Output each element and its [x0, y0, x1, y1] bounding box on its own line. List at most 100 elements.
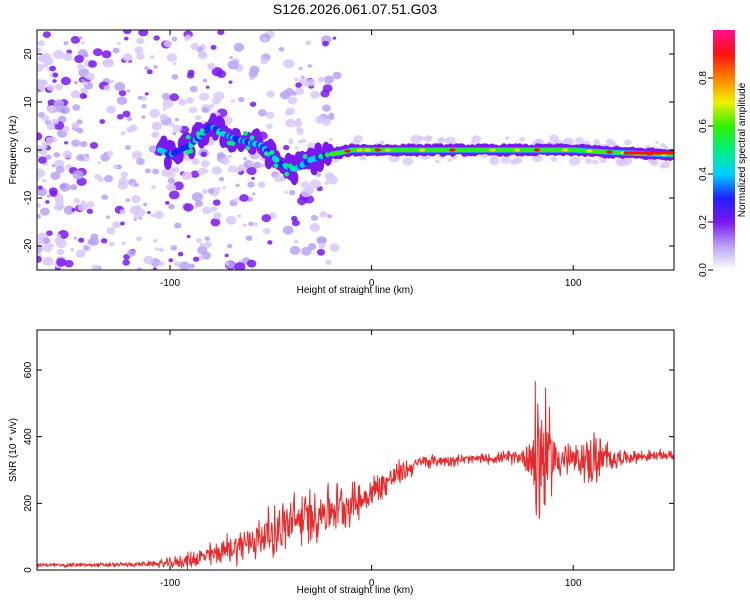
- spectrogram-bright-spot: [318, 154, 323, 159]
- colorbar-strip: [713, 30, 735, 270]
- spectrogram-noise-blob: [56, 248, 65, 256]
- spectrogram-noise-blob: [207, 188, 215, 194]
- spectrogram-halo-blob: [550, 156, 558, 162]
- spectrogram-noise-blob: [80, 200, 86, 205]
- spectrogram-noise-blob: [164, 200, 170, 205]
- spectrogram-halo-blob: [352, 139, 360, 145]
- spectrogram-noise-blob: [37, 156, 47, 164]
- spectrogram-noise-blob: [154, 247, 160, 251]
- spectrogram-noise-blob: [100, 238, 108, 244]
- spectrogram-hotspot: [418, 148, 426, 152]
- colorbar-tick-label: 0.2: [698, 215, 709, 229]
- spectrogram-ylabel: Frequency (Hz): [8, 116, 19, 185]
- spectrogram-noise-blob: [228, 80, 233, 84]
- spectrogram-noise-blob: [321, 118, 332, 126]
- spectrogram-noise-blob: [174, 117, 180, 122]
- spectrogram-noise-blob: [37, 187, 48, 197]
- spectrogram-halo-blob: [188, 106, 198, 114]
- spectrogram-noise-blob: [172, 62, 177, 66]
- spectrogram-noise-blob: [118, 90, 127, 97]
- spectrogram-halo-blob: [575, 137, 584, 145]
- snr-ylabel: SNR (10 * v/v): [8, 418, 19, 482]
- spectrogram-noise-blob: [210, 218, 221, 227]
- spectrogram-noise-blob: [131, 150, 143, 160]
- spectrogram-noise-blob: [143, 255, 154, 265]
- spectrogram-hotspot: [449, 148, 456, 152]
- spectrogram-noise-blob: [202, 206, 212, 215]
- spectrogram-noise-blob: [191, 192, 203, 202]
- spectrogram-noise-blob: [227, 60, 239, 70]
- spectrogram-hotspot: [586, 149, 593, 153]
- spectrogram-noise-blob: [137, 95, 143, 100]
- spectrogram-noise-blob: [168, 258, 174, 263]
- spectrogram-noise-blob: [251, 192, 256, 196]
- spectrogram-noise-blob: [279, 90, 291, 100]
- spectrogram-halo-blob: [230, 99, 236, 103]
- spectrogram-xtick-label: -100: [160, 278, 180, 289]
- spectrogram-noise-blob: [41, 144, 48, 150]
- spectrogram-noise-blob: [131, 195, 141, 204]
- spectrogram-noise-blob: [122, 259, 130, 266]
- spectrogram-bright-spot: [215, 130, 221, 136]
- spectrogram-noise-blob: [55, 165, 65, 174]
- spectrogram-noise-blob: [222, 186, 226, 190]
- spectrogram-noise-blob: [168, 203, 175, 210]
- spectrogram-halo-blob: [568, 156, 581, 166]
- spectrogram-noise-blob: [37, 78, 42, 83]
- spectrogram-noise-blob: [209, 104, 215, 108]
- spectrogram-noise-blob: [251, 176, 255, 180]
- spectrogram-noise-blob: [158, 261, 165, 267]
- spectrogram-noise-blob: [71, 122, 80, 129]
- spectrogram-noise-blob: [327, 214, 333, 219]
- spectrogram-noise-blob: [294, 146, 299, 150]
- spectrogram-noise-blob: [296, 117, 302, 123]
- spectrogram-noise-blob: [247, 181, 255, 188]
- snr-marks: [37, 381, 674, 570]
- spectrogram-noise-blob: [120, 221, 125, 226]
- spectrogram-noise-blob: [76, 177, 87, 186]
- spectrogram-halo-blob: [288, 140, 294, 145]
- spectrogram-bright-spot: [242, 130, 248, 136]
- spectrogram-noise-blob: [93, 48, 103, 57]
- spectrogram-noise-blob: [233, 42, 245, 52]
- spectrogram-noise-blob: [60, 76, 71, 86]
- spectrogram-noise-blob: [186, 72, 195, 79]
- spectrogram-noise-blob: [232, 198, 237, 203]
- spectrogram-halo-blob: [183, 154, 188, 159]
- spectrogram-halo-blob: [300, 188, 313, 198]
- spectrogram-noise-blob: [146, 69, 153, 75]
- spectrogram-halo-blob: [300, 138, 307, 144]
- spectrogram-ridge-outer: [163, 155, 172, 170]
- spectrogram-noise-blob: [196, 238, 202, 244]
- spectrogram-noise-blob: [237, 214, 242, 218]
- spectrogram-halo-blob: [309, 179, 322, 189]
- spectrogram-halo-blob: [620, 160, 628, 166]
- spectrogram-noise-blob: [70, 90, 81, 99]
- spectrogram-halo-blob: [591, 159, 599, 165]
- spectrogram-noise-blob: [78, 237, 85, 243]
- spectrogram-halo-blob: [213, 91, 225, 101]
- spectrogram-noise-blob: [210, 44, 217, 50]
- spectrogram-bright-spot: [230, 141, 236, 147]
- spectrogram-noise-blob: [52, 79, 57, 83]
- spectrogram-noise-blob: [295, 82, 302, 88]
- colorbar-tick-label: 0.8: [698, 71, 709, 85]
- colorbar: 0.0 0.2 0.4 0.6 0.8 Normalized spectral ampl…: [698, 30, 748, 277]
- spectrogram-hotspot: [356, 148, 363, 152]
- spectrogram-noise-blob: [43, 56, 54, 66]
- spectrogram-noise-blob: [218, 176, 225, 182]
- spectrogram-bright-spot: [282, 162, 288, 168]
- spectrogram-noise-blob: [252, 161, 262, 169]
- spectrogram-noise-blob: [323, 75, 334, 84]
- spectrogram-noise-blob: [329, 243, 340, 252]
- spectrogram-noise-blob: [210, 206, 218, 212]
- spectrogram-noise-blob: [289, 245, 301, 255]
- spectrogram-noise-blob: [194, 200, 204, 207]
- spectrogram-noise-blob: [316, 248, 326, 256]
- spectrogram-noise-blob: [56, 258, 67, 267]
- spectrogram-hotspot: [344, 149, 351, 153]
- spectrogram-noise-blob: [37, 255, 42, 263]
- spectrogram-halo-blob: [445, 136, 456, 145]
- spectrogram-noise-blob: [81, 79, 86, 83]
- spectrogram-noise-blob: [171, 36, 178, 42]
